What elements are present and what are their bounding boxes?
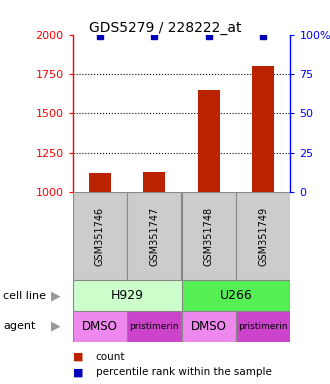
Text: DMSO: DMSO bbox=[82, 320, 118, 333]
Bar bbox=[73, 280, 182, 311]
Text: ▶: ▶ bbox=[51, 320, 61, 333]
Bar bbox=[252, 66, 274, 192]
Text: agent: agent bbox=[3, 321, 36, 331]
Text: GSM351746: GSM351746 bbox=[95, 207, 105, 266]
Text: count: count bbox=[96, 352, 125, 362]
Text: U266: U266 bbox=[219, 289, 252, 302]
Text: DMSO: DMSO bbox=[191, 320, 227, 333]
Bar bbox=[89, 173, 111, 192]
Bar bbox=[127, 311, 182, 342]
Text: ▶: ▶ bbox=[51, 289, 61, 302]
Bar bbox=[182, 192, 236, 280]
Bar bbox=[236, 192, 290, 280]
Text: GSM351749: GSM351749 bbox=[258, 207, 268, 266]
Bar bbox=[182, 311, 236, 342]
Text: pristimerin: pristimerin bbox=[238, 322, 288, 331]
Text: GSM351748: GSM351748 bbox=[204, 207, 214, 266]
Text: percentile rank within the sample: percentile rank within the sample bbox=[96, 367, 272, 377]
Text: GDS5279 / 228222_at: GDS5279 / 228222_at bbox=[89, 21, 241, 35]
Bar bbox=[236, 311, 290, 342]
Text: ■: ■ bbox=[73, 367, 83, 377]
Bar bbox=[73, 311, 127, 342]
Bar bbox=[127, 192, 182, 280]
Bar bbox=[182, 280, 290, 311]
Text: ■: ■ bbox=[73, 352, 83, 362]
Bar bbox=[73, 192, 127, 280]
Text: cell line: cell line bbox=[3, 291, 46, 301]
Text: H929: H929 bbox=[111, 289, 144, 302]
Bar bbox=[143, 172, 165, 192]
Text: pristimerin: pristimerin bbox=[129, 322, 179, 331]
Text: GSM351747: GSM351747 bbox=[149, 207, 159, 266]
Bar bbox=[198, 90, 220, 192]
